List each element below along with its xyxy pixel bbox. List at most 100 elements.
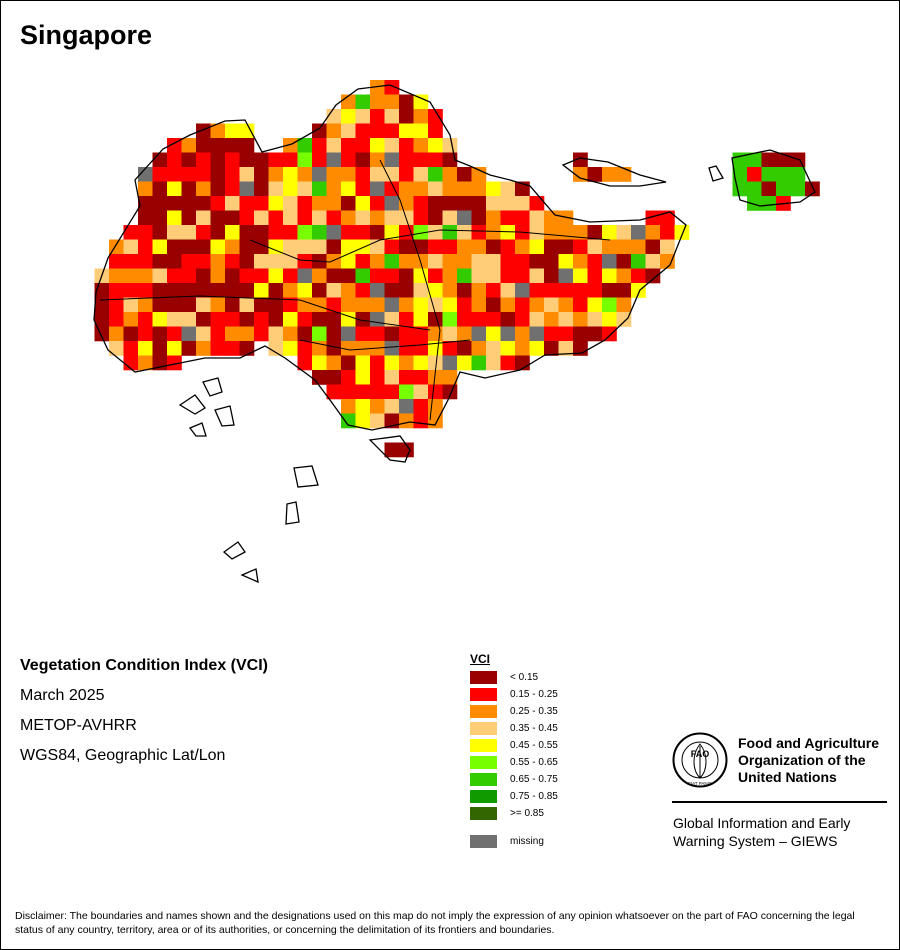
vci-cell — [326, 370, 342, 385]
vci-cell — [515, 283, 530, 298]
vci-cell — [399, 138, 414, 153]
vci-cell — [370, 283, 385, 298]
vci-cell — [297, 254, 313, 269]
vci-cell — [355, 312, 371, 327]
vci-cell — [370, 355, 385, 371]
vci-cell — [254, 283, 269, 298]
vci-cell — [471, 297, 487, 313]
vci-cell — [486, 283, 501, 298]
vci-cell — [109, 341, 124, 356]
sensor: METOP-AVHRR — [20, 717, 137, 734]
legend-swatch — [470, 773, 497, 786]
vci-cell — [457, 341, 472, 356]
legend-swatch — [470, 756, 497, 769]
vci-cell — [326, 283, 342, 298]
vci-cell — [573, 225, 588, 240]
vci-cell — [370, 167, 385, 182]
small-island-outline — [214, 405, 235, 427]
vci-cell — [428, 384, 443, 400]
vci-cell — [587, 239, 603, 255]
vci-cell — [515, 312, 530, 327]
vci-cell — [558, 268, 574, 284]
legend-swatch — [470, 790, 497, 803]
vci-cell — [573, 152, 588, 168]
vci-cell — [283, 268, 298, 284]
map-title: Singapore — [20, 20, 153, 50]
vci-cell — [413, 268, 429, 284]
legend-label: 0.65 - 0.75 — [510, 774, 558, 785]
small-island-outline — [240, 568, 259, 584]
vci-cell — [355, 239, 371, 255]
vci-cell — [326, 239, 342, 255]
vci-cell — [196, 254, 211, 269]
vci-cell — [399, 341, 414, 356]
vci-cell — [297, 312, 313, 327]
vci-cell — [225, 225, 240, 240]
vci-cell — [312, 239, 327, 255]
vci-cell — [805, 181, 820, 197]
vci-cell — [341, 312, 356, 327]
vci-cell — [529, 239, 545, 255]
vci-cell — [152, 312, 168, 327]
vci-cell — [326, 152, 342, 168]
vci-cell — [181, 138, 197, 153]
vci-cell — [297, 239, 313, 255]
vci-cell — [138, 268, 153, 284]
vci-cell — [399, 297, 414, 313]
vci-cell — [457, 167, 472, 182]
vci-cell — [283, 210, 298, 226]
vci-cell — [239, 123, 255, 139]
vci-cell — [341, 254, 356, 269]
vci-cell — [138, 341, 153, 356]
vci-cell — [486, 239, 501, 255]
vci-cell — [254, 181, 269, 197]
vci-cell — [399, 355, 414, 371]
vci-cell — [384, 384, 400, 400]
vci-cell — [660, 254, 675, 269]
vci-cell — [544, 283, 559, 298]
vci-cell — [355, 370, 371, 385]
vci-cell — [283, 341, 298, 356]
vci-cell — [399, 399, 414, 414]
vci-cell — [428, 254, 443, 269]
vci-cell — [326, 196, 342, 211]
vci-cell — [225, 152, 240, 168]
vci-cell — [602, 297, 617, 313]
vci-cell — [471, 268, 487, 284]
vci-cell — [631, 225, 646, 240]
vci-cell — [370, 384, 385, 400]
vci-cell — [761, 196, 777, 211]
vci-cell — [471, 254, 487, 269]
vci-cell — [312, 167, 327, 182]
vci-cell — [225, 181, 240, 197]
vci-cell — [558, 210, 574, 226]
vci-cell — [283, 181, 298, 197]
vci-cell — [152, 239, 168, 255]
vci-cell — [196, 297, 211, 313]
vci-cell — [515, 297, 530, 313]
vci-cell — [225, 123, 240, 139]
vci-cell — [573, 326, 588, 342]
vci-cell — [312, 326, 327, 342]
vci-cell — [167, 355, 182, 371]
legend-label: 0.45 - 0.55 — [510, 740, 558, 751]
vci-cell — [529, 196, 545, 211]
vci-cell — [776, 167, 791, 182]
vci-cell — [457, 196, 472, 211]
vci-cell — [210, 181, 226, 197]
vci-cell — [196, 123, 211, 139]
vci-cell — [544, 268, 559, 284]
vci-cell — [196, 138, 211, 153]
vci-cell — [123, 254, 139, 269]
vci-cell — [196, 312, 211, 327]
vci-cell — [471, 225, 487, 240]
vci-cell — [732, 167, 748, 182]
vci-cell — [152, 152, 168, 168]
vci-cell — [370, 254, 385, 269]
vci-cell — [413, 370, 429, 385]
vci-cell — [645, 210, 661, 226]
vci-cell — [355, 123, 371, 139]
small-island-outline — [368, 435, 411, 463]
vci-cell — [355, 326, 371, 342]
vci-cell — [123, 341, 139, 356]
